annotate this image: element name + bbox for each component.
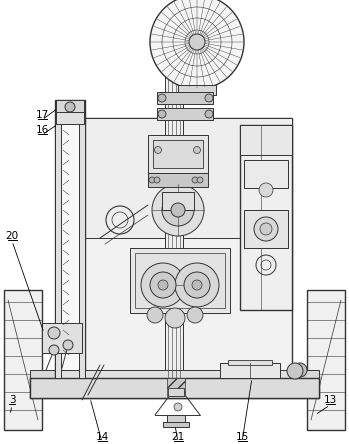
Circle shape [165, 308, 185, 328]
Bar [153, 140, 203, 168]
Circle shape [254, 217, 278, 241]
Circle shape [175, 263, 219, 307]
Bar [167, 415, 185, 423]
Text: 13: 13 [324, 395, 337, 405]
Bar [62, 118, 292, 378]
Bar [30, 370, 319, 378]
Circle shape [162, 194, 194, 226]
Bar [30, 378, 319, 398]
Circle shape [205, 110, 213, 118]
Bar [62, 118, 292, 238]
Bar [148, 135, 208, 173]
Bar [56, 112, 84, 124]
Circle shape [150, 272, 176, 298]
Circle shape [49, 345, 59, 355]
Circle shape [150, 0, 244, 89]
Bar [157, 92, 213, 104]
Circle shape [293, 363, 307, 377]
Circle shape [189, 34, 205, 50]
Bar [162, 192, 194, 210]
Bar [30, 376, 319, 398]
Bar [240, 125, 292, 155]
Text: 15: 15 [235, 432, 248, 442]
Bar [55, 100, 85, 378]
Bar [157, 108, 213, 120]
Bar [244, 160, 288, 188]
Bar [163, 422, 189, 427]
Text: 20: 20 [6, 231, 18, 241]
Circle shape [149, 177, 155, 183]
Circle shape [65, 102, 75, 112]
Bar [244, 210, 288, 248]
Text: 3: 3 [9, 395, 15, 405]
Bar [240, 125, 292, 310]
Circle shape [174, 403, 182, 411]
Circle shape [152, 184, 204, 236]
Circle shape [63, 340, 73, 350]
Bar [61, 100, 79, 378]
Bar [178, 85, 216, 95]
Circle shape [197, 177, 203, 183]
Circle shape [158, 94, 166, 102]
Circle shape [260, 223, 272, 235]
Circle shape [192, 177, 198, 183]
Bar [130, 248, 230, 313]
Text: 16: 16 [35, 125, 49, 135]
Bar [56, 100, 84, 114]
Bar [220, 363, 280, 378]
Circle shape [171, 203, 185, 217]
Circle shape [259, 183, 273, 197]
Circle shape [158, 280, 168, 290]
Circle shape [141, 263, 185, 307]
Bar [228, 360, 272, 365]
Bar [307, 290, 345, 430]
Circle shape [193, 147, 200, 154]
Circle shape [205, 94, 213, 102]
Bar [55, 100, 61, 378]
Text: 21: 21 [171, 432, 185, 442]
Circle shape [154, 177, 160, 183]
Circle shape [158, 110, 166, 118]
Text: 17: 17 [35, 110, 49, 120]
Bar [167, 378, 185, 396]
Circle shape [147, 307, 163, 323]
Bar [135, 253, 225, 308]
Text: 14: 14 [95, 432, 109, 442]
Circle shape [287, 363, 303, 379]
Circle shape [187, 307, 203, 323]
Bar [165, 25, 183, 378]
Circle shape [155, 147, 162, 154]
Bar [42, 323, 82, 353]
Bar [79, 100, 85, 378]
Bar [56, 370, 292, 378]
Circle shape [48, 327, 60, 339]
Bar [148, 173, 208, 187]
Circle shape [184, 272, 210, 298]
Bar [4, 290, 42, 430]
Circle shape [192, 280, 202, 290]
Bar [168, 388, 184, 396]
